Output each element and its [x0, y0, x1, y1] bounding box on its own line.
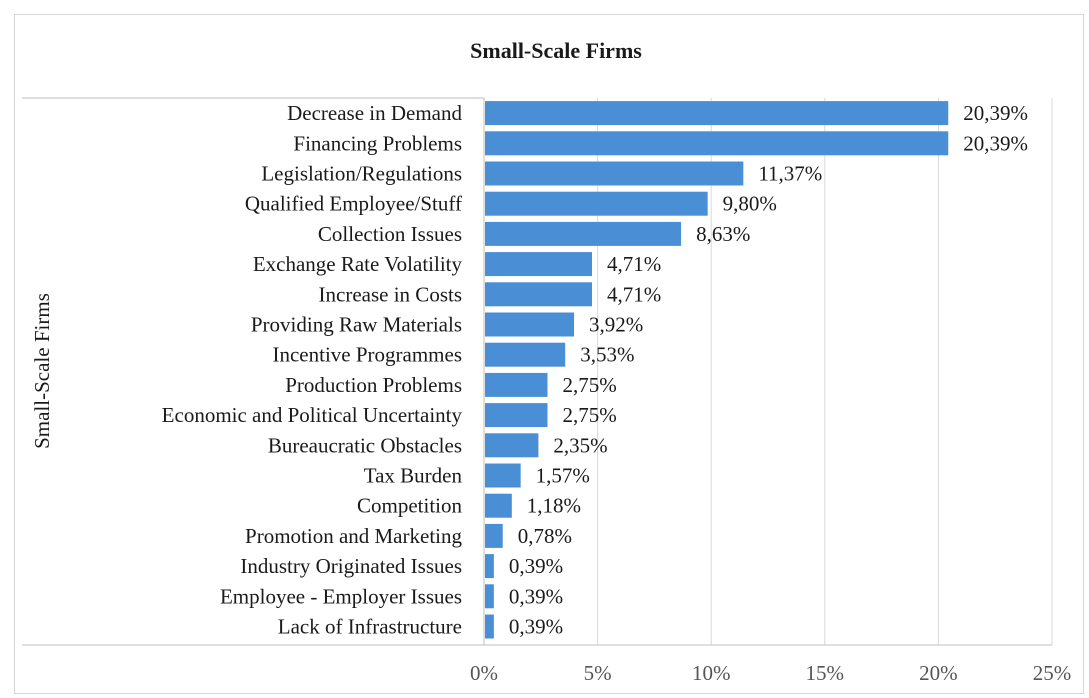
x-tick-label: 10%: [692, 661, 731, 685]
bar: [485, 161, 744, 186]
data-label: 1,18%: [527, 494, 581, 518]
y-axis-label: Small-Scale Firms: [30, 293, 54, 449]
bar: [485, 493, 512, 518]
data-label: 0,39%: [509, 584, 563, 608]
bar: [485, 584, 494, 609]
bars: [485, 101, 949, 639]
data-label: 1,57%: [536, 464, 590, 488]
data-label: 8,63%: [696, 222, 750, 246]
data-label: 3,53%: [580, 343, 634, 367]
category-label: Qualified Employee/Stuff: [245, 192, 462, 216]
x-tick-label: 5%: [584, 661, 612, 685]
x-tick-label: 25%: [1033, 661, 1072, 685]
category-label: Exchange Rate Volatility: [253, 252, 463, 276]
category-label: Production Problems: [285, 373, 462, 397]
bar: [485, 191, 708, 216]
category-label: Decrease in Demand: [287, 101, 462, 125]
bar: [485, 554, 494, 579]
category-label: Employee - Employer Issues: [220, 584, 462, 608]
category-label: Tax Burden: [364, 464, 463, 488]
data-label: 20,39%: [963, 101, 1028, 125]
x-tick-label: 20%: [919, 661, 958, 685]
category-label: Increase in Costs: [319, 282, 462, 306]
data-label: 0,78%: [518, 524, 572, 548]
category-label: Collection Issues: [318, 222, 462, 246]
category-label: Promotion and Marketing: [245, 524, 462, 548]
x-tick-label: 15%: [806, 661, 845, 685]
bar: [485, 342, 566, 367]
data-label: 2,75%: [562, 403, 616, 427]
category-label: Financing Problems: [293, 131, 462, 155]
data-label: 2,35%: [553, 433, 607, 457]
bar: [485, 463, 521, 488]
data-label: 2,75%: [562, 373, 616, 397]
category-label: Legislation/Regulations: [261, 162, 462, 186]
category-labels: Decrease in Demand Financing Problems Legi…: [162, 101, 463, 638]
category-label: Lack of Infrastructure: [278, 615, 462, 639]
value-labels: 20,39% 20,39% 11,37% 9,80% 8,63% 4,71% 4,71% 3,…: [509, 101, 1028, 638]
category-label: Bureaucratic Obstacles: [268, 433, 462, 457]
bar: [485, 614, 494, 639]
bar: [485, 131, 949, 156]
category-label: Industry Originated Issues: [240, 554, 462, 578]
data-label: 4,71%: [607, 282, 661, 306]
category-label: Incentive Programmes: [272, 343, 462, 367]
category-label: Economic and Political Uncertainty: [162, 403, 463, 427]
bar: [485, 282, 593, 307]
gridlines: [597, 98, 1053, 645]
data-label: 3,92%: [589, 313, 643, 337]
bar: [485, 101, 949, 126]
x-tick-label: 0%: [470, 661, 498, 685]
data-label: 0,39%: [509, 554, 563, 578]
bar: [485, 372, 548, 397]
category-label: Competition: [357, 494, 463, 518]
bar: [485, 523, 503, 548]
bar: [485, 252, 593, 277]
data-label: 0,39%: [509, 615, 563, 639]
data-label: 20,39%: [963, 131, 1028, 155]
x-tick-labels: 0% 5% 10% 15% 20% 25%: [470, 661, 1071, 685]
bar: [485, 403, 548, 428]
data-label: 11,37%: [758, 162, 822, 186]
bar: [485, 312, 575, 337]
data-label: 4,71%: [607, 252, 661, 276]
category-label: Providing Raw Materials: [251, 313, 462, 337]
bar: [485, 221, 682, 246]
bar: [485, 433, 539, 458]
data-label: 9,80%: [723, 192, 777, 216]
chart-title: Small-Scale Firms: [470, 38, 642, 63]
